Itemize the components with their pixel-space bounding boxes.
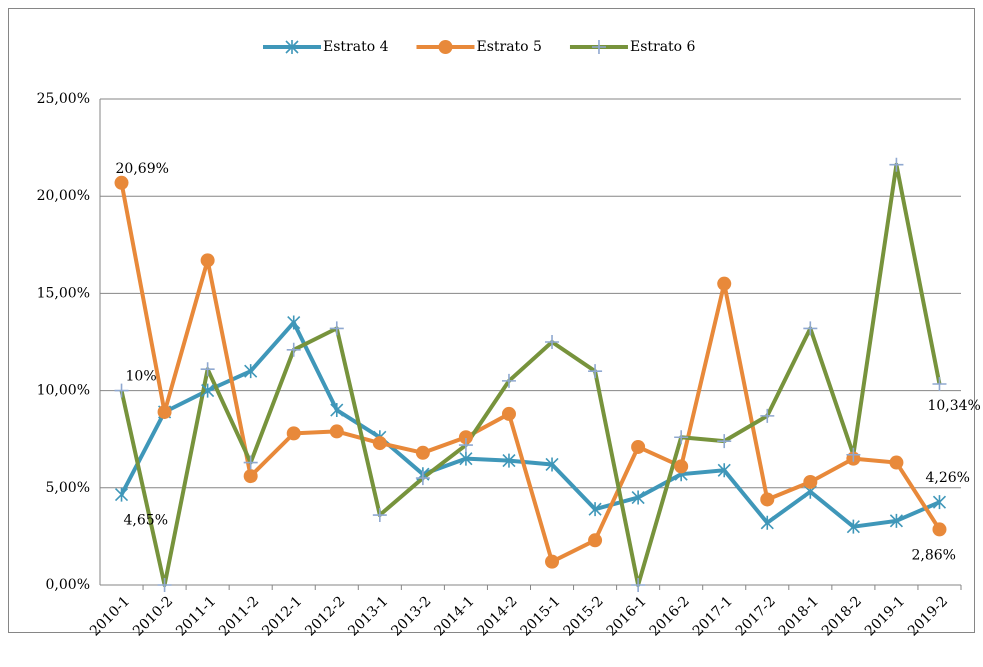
- legend-marker: [591, 40, 606, 54]
- data-label: 20,69%: [116, 161, 169, 177]
- point: [372, 508, 387, 523]
- point: [244, 364, 258, 379]
- y-tick-label: 5,00%: [46, 480, 90, 496]
- point: [545, 457, 559, 472]
- series-line: [119, 162, 942, 587]
- point: [889, 455, 904, 470]
- legend-marker: [438, 40, 453, 54]
- point: [717, 276, 732, 291]
- point: [157, 404, 172, 419]
- point: [200, 362, 215, 377]
- point: [201, 383, 215, 398]
- legend-label: Estrato 5: [476, 39, 541, 55]
- point: [114, 383, 129, 398]
- point: [588, 533, 603, 548]
- point: [932, 495, 947, 510]
- legend-label: Estrato 4: [323, 39, 389, 55]
- y-tick-label: 15,00%: [37, 285, 90, 301]
- data-label: 2,86%: [911, 547, 955, 563]
- legend-marker: [285, 40, 299, 54]
- point: [458, 430, 473, 445]
- point: [157, 578, 172, 592]
- point: [329, 424, 344, 439]
- series-line: [119, 320, 941, 529]
- point: [329, 321, 344, 336]
- point: [631, 578, 646, 592]
- point: [674, 430, 689, 445]
- data-label: 4,65%: [124, 513, 168, 529]
- point: [200, 253, 215, 268]
- data-label: 4,26%: [925, 470, 969, 486]
- point: [372, 436, 387, 451]
- point: [803, 474, 818, 489]
- point: [588, 364, 603, 379]
- point: [243, 469, 258, 484]
- point: [243, 455, 258, 470]
- y-tick-label: 10,00%: [37, 383, 90, 399]
- point: [286, 426, 301, 441]
- point: [846, 447, 861, 462]
- series-line: [119, 182, 942, 564]
- point: [717, 463, 731, 478]
- point: [330, 403, 344, 418]
- point: [760, 492, 775, 507]
- point: [889, 513, 903, 528]
- point: [760, 408, 775, 423]
- point: [502, 453, 516, 468]
- chart-frame: [8, 8, 975, 633]
- point: [545, 335, 560, 349]
- data-label: 10,34%: [927, 398, 980, 414]
- point: [458, 438, 473, 453]
- y-tick-label: 0,00%: [46, 577, 90, 593]
- point: [545, 554, 560, 569]
- point: [631, 490, 645, 505]
- point: [932, 522, 947, 537]
- point: [717, 434, 732, 449]
- y-tick-label: 20,00%: [37, 188, 90, 204]
- point: [459, 451, 473, 466]
- point: [114, 487, 129, 502]
- point: [803, 321, 818, 336]
- point: [415, 471, 430, 486]
- point: [889, 157, 904, 172]
- point: [760, 515, 774, 530]
- data-label: 10%: [126, 369, 157, 385]
- point: [631, 439, 646, 454]
- point: [846, 519, 860, 534]
- point: [287, 315, 301, 330]
- point: [588, 502, 602, 517]
- point: [286, 342, 301, 357]
- point: [932, 376, 947, 391]
- legend-label: Estrato 6: [630, 39, 696, 55]
- point: [415, 445, 430, 460]
- point: [114, 175, 129, 190]
- point: [674, 459, 689, 474]
- point: [501, 406, 516, 421]
- point: [501, 373, 516, 388]
- y-tick-label: 25,00%: [37, 91, 90, 107]
